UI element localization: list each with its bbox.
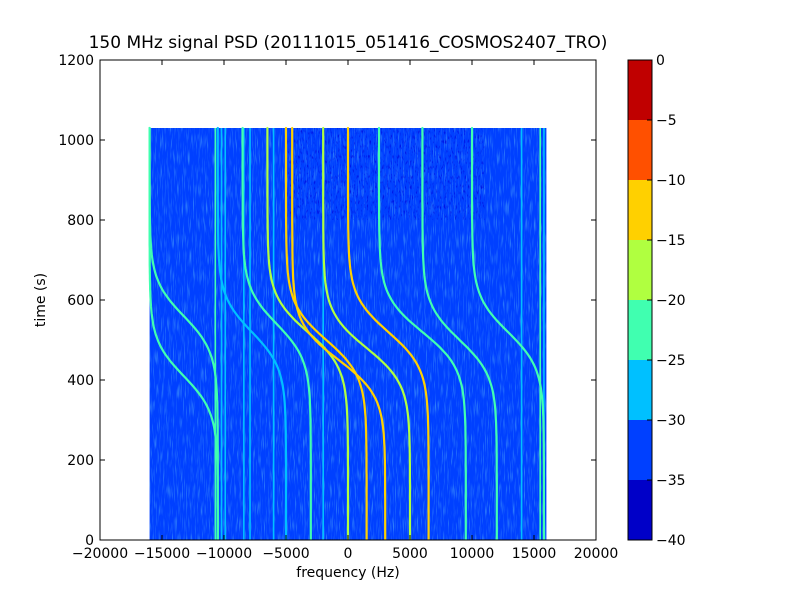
doppler-track: [421, 126, 498, 540]
x-tick-label: 10000: [450, 546, 495, 562]
y-axis-ticks: 0 200 400 600 800 1000 1200: [58, 53, 596, 549]
x-axis-ticks: −20000 −15000 −10000 −5000 0 5000 10000 15000 20…: [72, 60, 618, 562]
x-tick-label: −10000: [196, 546, 252, 562]
doppler-track: [377, 126, 467, 540]
colorbar-tick-label: −20: [656, 293, 686, 309]
colorbar: −40 −35 −30 −25 −20 −15 −10 −5 0: [627, 53, 686, 549]
heatmap-low-power-region: [286, 128, 485, 220]
x-tick-label: 20000: [574, 546, 619, 562]
x-tick-label: 15000: [512, 546, 557, 562]
plot-area: −20000 −15000 −10000 −5000 0 5000 10000 15000 20…: [58, 53, 618, 562]
colorbar-tick-label: −35: [656, 473, 686, 489]
y-tick-label: 400: [67, 373, 94, 389]
colorbar-ticks: −40 −35 −30 −25 −20 −15 −10 −5 0: [647, 53, 686, 549]
y-axis-label: time (s): [33, 273, 49, 327]
colorbar-band: [628, 240, 652, 300]
colorbar-band: [628, 300, 652, 360]
doppler-track: [346, 126, 430, 540]
doppler-track: [284, 126, 368, 540]
x-tick-label: −15000: [134, 546, 190, 562]
y-tick-label: 600: [67, 293, 94, 309]
colorbar-tick-label: −15: [656, 233, 686, 249]
doppler-track: [322, 126, 412, 540]
colorbar-tick-label: −25: [656, 353, 686, 369]
colorbar-bands: [628, 60, 652, 540]
colorbar-tick-label: 0: [656, 53, 665, 69]
doppler-track: [241, 126, 312, 540]
doppler-track: [148, 126, 219, 540]
doppler-track: [291, 126, 387, 540]
colorbar-band: [628, 480, 652, 540]
y-tick-label: 200: [67, 453, 94, 469]
x-tick-label: −5000: [262, 546, 309, 562]
x-tick-label: 0: [344, 546, 353, 562]
colorbar-band: [628, 120, 652, 180]
colorbar-band: [628, 60, 652, 120]
colorbar-tick-label: −5: [656, 113, 677, 129]
y-tick-label: 0: [85, 533, 94, 549]
x-axis-label: frequency (Hz): [296, 565, 399, 581]
y-tick-label: 800: [67, 213, 94, 229]
doppler-track: [470, 126, 545, 540]
x-tick-label: 5000: [392, 546, 428, 562]
doppler-track: [216, 126, 288, 540]
colorbar-tick-label: −40: [656, 533, 686, 549]
colorbar-band: [628, 420, 652, 480]
psd-heatmap: [148, 126, 547, 540]
colorbar-tick-label: −30: [656, 413, 686, 429]
y-tick-label: 1000: [58, 133, 94, 149]
y-tick-label: 1200: [58, 53, 94, 69]
colorbar-band: [628, 180, 652, 240]
x-tick-label: −20000: [72, 546, 128, 562]
chart-title: 150 MHz signal PSD (20111015_051416_COSM…: [89, 33, 608, 53]
colorbar-tick-label: −10: [656, 173, 686, 189]
colorbar-band: [628, 360, 652, 420]
